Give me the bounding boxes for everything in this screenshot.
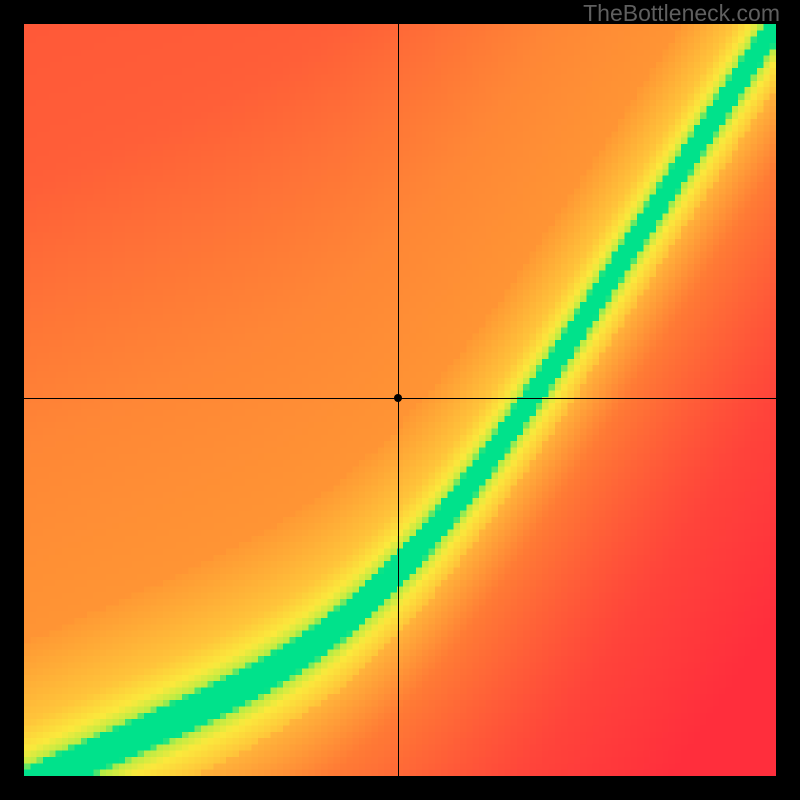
watermark-text: TheBottleneck.com — [583, 0, 780, 27]
chart-container: TheBottleneck.com — [0, 0, 800, 800]
